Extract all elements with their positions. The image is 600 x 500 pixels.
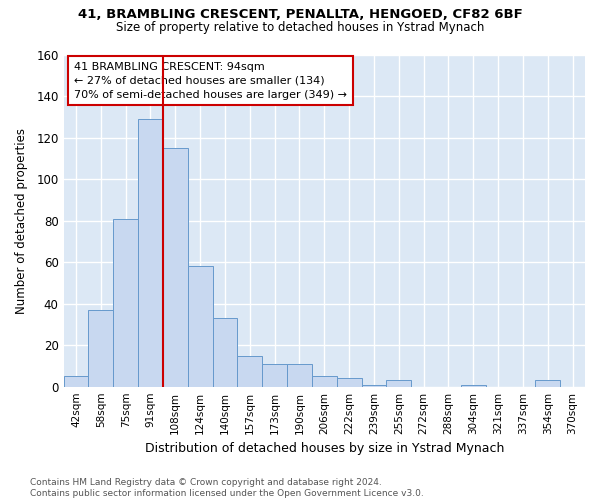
Bar	[535, 380, 560, 386]
Bar	[64, 376, 88, 386]
Text: Size of property relative to detached houses in Ystrad Mynach: Size of property relative to detached ho…	[116, 21, 484, 34]
Bar	[212, 318, 238, 386]
Text: Contains HM Land Registry data © Crown copyright and database right 2024.
Contai: Contains HM Land Registry data © Crown c…	[30, 478, 424, 498]
Text: 41 BRAMBLING CRESCENT: 94sqm
← 27% of detached houses are smaller (134)
70% of s: 41 BRAMBLING CRESCENT: 94sqm ← 27% of de…	[74, 62, 347, 100]
Bar	[461, 384, 485, 386]
Bar	[362, 384, 386, 386]
Bar	[163, 148, 188, 386]
Text: 41, BRAMBLING CRESCENT, PENALLTA, HENGOED, CF82 6BF: 41, BRAMBLING CRESCENT, PENALLTA, HENGOE…	[77, 8, 523, 20]
Bar	[312, 376, 337, 386]
Bar	[113, 219, 138, 386]
Bar	[262, 364, 287, 386]
Bar	[337, 378, 362, 386]
X-axis label: Distribution of detached houses by size in Ystrad Mynach: Distribution of detached houses by size …	[145, 442, 504, 455]
Bar	[188, 266, 212, 386]
Bar	[138, 120, 163, 386]
Bar	[88, 310, 113, 386]
Bar	[287, 364, 312, 386]
Y-axis label: Number of detached properties: Number of detached properties	[15, 128, 28, 314]
Bar	[386, 380, 411, 386]
Bar	[238, 356, 262, 386]
